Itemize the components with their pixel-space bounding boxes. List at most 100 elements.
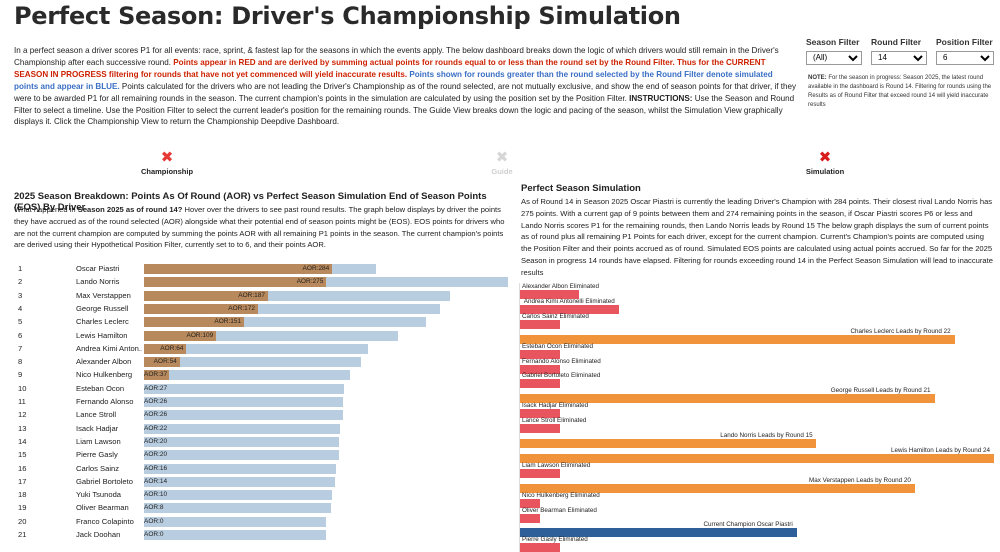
simulation-row[interactable]: Oliver Bearman Eliminated [520, 507, 997, 523]
driver-row[interactable]: 7 Andrea Kimi Anton.. AOR:64 [14, 343, 514, 355]
simulation-bar[interactable] [520, 543, 560, 552]
eos-bar[interactable] [144, 410, 343, 421]
simulation-row[interactable]: Lance Stroll Eliminated [520, 417, 997, 434]
guide-view-button[interactable]: ✖ Guide [467, 150, 537, 177]
aor-bar[interactable]: AOR:54 [144, 357, 180, 368]
simulation-row[interactable]: Lewis Hamilton Leads by Round 24 [520, 447, 997, 463]
simulation-bar[interactable] [520, 394, 935, 404]
aor-bar[interactable]: AOR:275 [144, 277, 327, 288]
simulation-row[interactable]: Nico Hulkenberg Eliminated [520, 492, 997, 508]
aor-bar[interactable]: AOR:109 [144, 330, 217, 341]
driver-row[interactable]: 16 Carlos Sainz AOR:16 [14, 463, 514, 475]
aor-bar[interactable]: AOR:37 [144, 370, 169, 381]
aor-bar[interactable]: AOR:0 [144, 531, 164, 538]
eos-bar[interactable] [144, 397, 343, 407]
driver-row[interactable]: 3 Max Verstappen AOR:187 [14, 290, 514, 302]
driver-row[interactable]: 17 Gabriel Bortoleto AOR:14 [14, 476, 514, 488]
driver-row[interactable]: 21 Jack Doohan AOR:0 [14, 529, 514, 541]
eos-bar[interactable] [144, 383, 344, 394]
eos-bar[interactable] [144, 450, 339, 461]
driver-row[interactable]: 8 Alexander Albon AOR:54 [14, 356, 514, 368]
position-filter-select[interactable]: 6 [936, 50, 994, 65]
simulation-row[interactable]: George Russell Leads by Round 21 [520, 387, 997, 404]
simulation-row[interactable]: Current Champion Oscar Piastri [520, 521, 997, 538]
championship-view-button[interactable]: ✖ Championship [132, 150, 202, 177]
simulation-row[interactable]: Max Verstappen Leads by Round 20 [520, 477, 997, 493]
simulation-row[interactable]: Fernando Alonso Eliminated [520, 358, 997, 374]
aor-bar[interactable]: AOR:0 [144, 517, 164, 525]
eos-bar[interactable] [144, 317, 426, 328]
simulation-row[interactable]: Isack Hadjar Eliminated [520, 402, 997, 419]
driver-row[interactable]: 9 Nico Hulkenberg AOR:37 [14, 369, 514, 381]
eos-bar[interactable] [144, 476, 335, 487]
driver-row[interactable]: 13 Isack Hadjar AOR:22 [14, 423, 514, 435]
simulation-row[interactable]: Liam Lawson Eliminated [520, 462, 997, 478]
simulation-bar[interactable] [520, 290, 580, 299]
simulation-bar[interactable] [520, 349, 560, 359]
aor-bar[interactable]: AOR:16 [144, 464, 168, 472]
simulation-row[interactable]: Alexander Albon Eliminated [520, 283, 997, 299]
simulation-row[interactable]: Lando Norris Leads by Round 15 [520, 432, 997, 448]
simulation-row[interactable]: Andrea Kimi Antonelli Eliminated [520, 298, 997, 314]
aor-bar[interactable]: AOR:10 [144, 491, 168, 499]
driver-row[interactable]: 12 Lance Stroll AOR:26 [14, 409, 514, 421]
simulation-bar[interactable] [520, 498, 540, 508]
simulation-bar[interactable] [520, 334, 955, 344]
aor-bar[interactable]: AOR:187 [144, 290, 268, 301]
aor-bar[interactable]: AOR:22 [144, 424, 168, 432]
driver-row[interactable]: 15 Pierre Gasly AOR:20 [14, 449, 514, 461]
simulation-bar[interactable] [520, 483, 915, 493]
aor-bar[interactable]: AOR:27 [144, 384, 168, 392]
simulation-bar[interactable] [520, 319, 560, 329]
aor-bar[interactable]: AOR:26 [144, 398, 168, 405]
eos-bar[interactable] [144, 370, 351, 381]
eos-bar[interactable] [144, 343, 369, 354]
eos-bar[interactable] [144, 303, 440, 314]
driver-row[interactable]: 4 George Russell AOR:172 [14, 303, 514, 315]
eos-bar[interactable] [144, 516, 326, 527]
driver-row[interactable]: 6 Lewis Hamilton AOR:109 [14, 330, 514, 342]
simulation-row[interactable]: Esteban Ocon Eliminated [520, 343, 997, 359]
aor-bar[interactable]: AOR:64 [144, 343, 187, 354]
simulation-bar[interactable] [520, 409, 560, 419]
simulation-bar[interactable] [520, 304, 619, 314]
aor-bar[interactable]: AOR:284 [144, 264, 333, 274]
eos-bar[interactable] [144, 290, 450, 301]
simulation-row[interactable]: Carlos Sainz Eliminated [520, 313, 997, 329]
eos-bar[interactable] [144, 463, 337, 474]
eos-bar[interactable] [144, 330, 398, 341]
round-filter-select[interactable]: 14 [871, 50, 927, 65]
driver-row[interactable]: 10 Esteban Ocon AOR:27 [14, 383, 514, 395]
driver-row[interactable]: 18 Yuki Tsunoda AOR:10 [14, 489, 514, 501]
driver-row[interactable]: 1 Oscar Piastri AOR:284 [14, 263, 514, 275]
driver-row[interactable]: 14 Liam Lawson AOR:20 [14, 436, 514, 448]
aor-bar[interactable]: AOR:20 [144, 451, 168, 459]
simulation-bar[interactable] [520, 379, 560, 389]
driver-row[interactable]: 11 Fernando Alonso AOR:26 [14, 396, 514, 408]
driver-row[interactable]: 20 Franco Colapinto AOR:0 [14, 516, 514, 528]
aor-bar[interactable]: AOR:20 [144, 437, 168, 445]
simulation-row[interactable]: Gabriel Bortoleto Eliminated [520, 372, 997, 389]
simulation-bar[interactable] [520, 513, 540, 523]
simulation-bar[interactable] [520, 453, 994, 463]
eos-bar[interactable] [144, 503, 331, 514]
simulation-bar[interactable] [520, 468, 560, 478]
season-filter-select[interactable]: (All) [806, 50, 862, 65]
simulation-view-button[interactable]: ✖ Simulation [790, 150, 860, 177]
simulation-row[interactable]: Charles Leclerc Leads by Round 22 [520, 328, 997, 344]
aor-bar[interactable]: AOR:8 [144, 504, 164, 512]
simulation-bar[interactable] [520, 439, 817, 448]
driver-row[interactable]: 5 Charles Leclerc AOR:151 [14, 316, 514, 328]
driver-row[interactable]: 2 Lando Norris AOR:275 [14, 276, 514, 288]
simulation-bar[interactable] [520, 364, 560, 374]
aor-bar[interactable]: AOR:151 [144, 317, 245, 328]
eos-bar[interactable] [144, 423, 341, 434]
aor-bar[interactable]: AOR:172 [144, 303, 259, 314]
simulation-bar[interactable] [520, 424, 560, 434]
eos-bar[interactable] [144, 530, 326, 540]
simulation-bar[interactable] [520, 528, 797, 538]
driver-row[interactable]: 19 Oliver Bearman AOR:8 [14, 502, 514, 514]
aor-bar[interactable]: AOR:14 [144, 477, 168, 485]
simulation-row[interactable]: Pierre Gasly Eliminated [520, 536, 997, 552]
aor-bar[interactable]: AOR:26 [144, 411, 168, 419]
